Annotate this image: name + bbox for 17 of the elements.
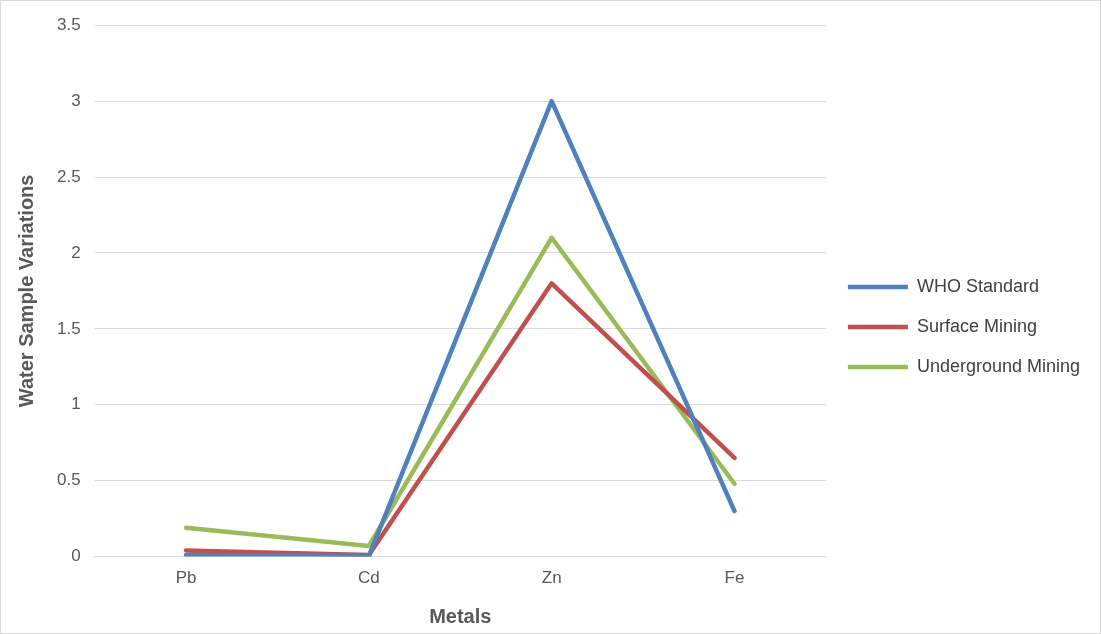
y-axis-title: Water Sample Variations xyxy=(14,174,37,408)
y-tick-label: 2 xyxy=(71,242,81,262)
y-tick-label: 3.5 xyxy=(56,14,81,34)
x-axis-title: Metals xyxy=(429,604,492,627)
y-tick-label: 1.5 xyxy=(56,318,81,338)
y-tick-label: 0 xyxy=(71,546,81,566)
y-tick-label: 2.5 xyxy=(56,166,81,186)
legend-label: Surface Mining xyxy=(916,315,1037,336)
y-tick-label: 0.5 xyxy=(56,470,81,490)
x-tick-label: Zn xyxy=(541,568,562,588)
y-tick-label: 3 xyxy=(71,90,81,110)
legend-label: WHO Standard xyxy=(916,275,1039,296)
x-tick-label: Cd xyxy=(357,568,380,588)
legend-label: Underground Mining xyxy=(916,355,1081,376)
x-tick-label: Fe xyxy=(724,568,745,588)
x-tick-label: Pb xyxy=(175,568,197,588)
y-tick-label: 1 xyxy=(71,394,81,414)
